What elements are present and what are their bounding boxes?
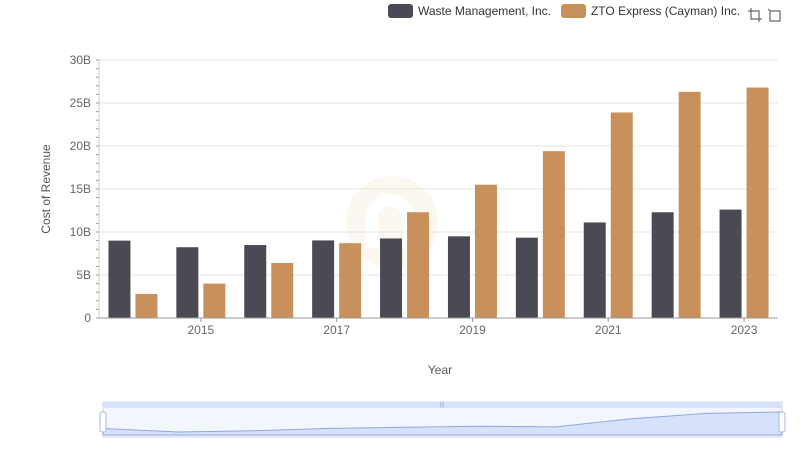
bar-waste-management-2017[interactable] — [312, 240, 335, 318]
legend-swatch — [560, 4, 586, 18]
bar-waste-management-2018[interactable] — [380, 238, 403, 318]
bar-waste-management-2014[interactable] — [108, 240, 131, 318]
bar-zto-express-2020[interactable] — [542, 151, 565, 318]
y-tick-label: 20B — [70, 139, 91, 153]
y-axis-label: Cost of Revenue — [39, 144, 53, 234]
bar-waste-management-2019[interactable] — [447, 236, 470, 318]
data-zoom-grip-icon[interactable]: ||| — [440, 402, 445, 408]
x-axis-label: Year — [428, 363, 452, 377]
y-tick-label: 10B — [70, 225, 91, 239]
x-tick-label: 2023 — [731, 323, 758, 337]
axis-labels: Cost of Revenue Year — [39, 144, 452, 377]
data-zoom-right-handle[interactable] — [778, 411, 786, 433]
y-tick-label: 15B — [70, 182, 91, 196]
x-tick-label: 2021 — [595, 323, 622, 337]
y-tick-label: 25B — [70, 96, 91, 110]
data-zoom-slider[interactable]: ||| — [99, 401, 786, 438]
x-tick-label: 2015 — [187, 323, 214, 337]
legend-swatch — [388, 4, 413, 18]
legend-label: ZTO Express (Cayman) Inc. — [590, 4, 741, 18]
bar-zto-express-2016[interactable] — [271, 262, 294, 318]
axes: 0 5B 10B 15B 20B 25B 30B 2015 2017 2019 2021 2023 — [70, 53, 778, 337]
bar-waste-management-2016[interactable] — [244, 245, 267, 318]
data-zoom-left-handle[interactable] — [99, 411, 107, 433]
zoom-icon[interactable] — [746, 6, 764, 24]
zoom-reset-icon[interactable] — [766, 6, 784, 24]
bar-waste-management-2022[interactable] — [651, 212, 674, 318]
bar-waste-management-2023[interactable] — [719, 209, 742, 318]
y-tick-label: 30B — [70, 53, 91, 67]
x-tick-label: 2019 — [459, 323, 486, 337]
bar-zto-express-2017[interactable] — [339, 243, 362, 318]
grid-lines — [99, 59, 778, 276]
bar-zto-express-2021[interactable] — [610, 112, 633, 319]
legend-item-waste-management[interactable]: Waste Management, Inc. — [388, 4, 551, 18]
bar-zto-express-2018[interactable] — [407, 212, 430, 318]
legend: Waste Management, Inc. ZTO Express (Caym… — [388, 4, 750, 18]
bar-waste-management-2021[interactable] — [583, 222, 606, 318]
y-tick-label: 0 — [84, 311, 91, 325]
bar-waste-management-2020[interactable] — [515, 237, 538, 318]
x-tick-label: 2017 — [323, 323, 350, 337]
y-tick-label: 5B — [76, 268, 91, 282]
legend-label: Waste Management, Inc. — [418, 4, 551, 18]
bar-zto-express-2015[interactable] — [203, 283, 226, 318]
legend-item-zto-express[interactable]: ZTO Express (Cayman) Inc. — [560, 4, 741, 18]
bar-zto-express-2019[interactable] — [474, 184, 497, 318]
bar-waste-management-2015[interactable] — [176, 247, 199, 318]
data-zoom-top-bar[interactable] — [103, 402, 782, 408]
bar-zto-express-2023[interactable] — [746, 87, 769, 319]
bar-zto-express-2014[interactable] — [135, 293, 158, 318]
toolbox — [746, 6, 786, 24]
bar-zto-express-2022[interactable] — [678, 91, 701, 318]
bars — [108, 87, 769, 319]
